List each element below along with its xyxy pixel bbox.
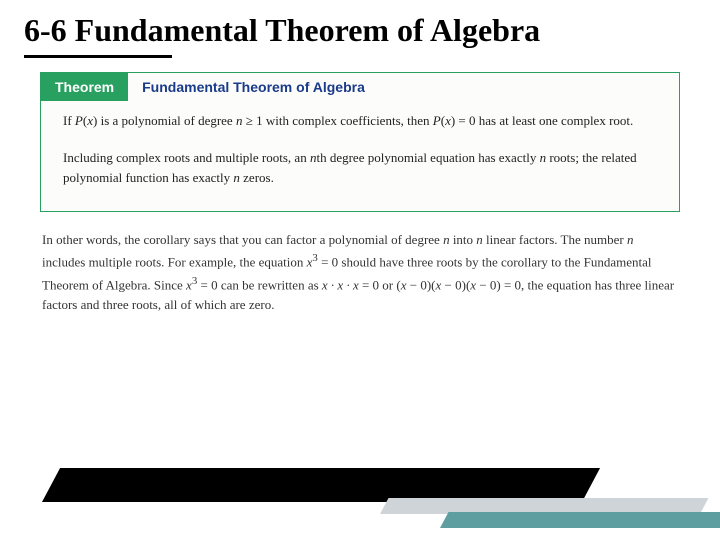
explanation-paragraph: In other words, the corollary says that … <box>42 230 678 315</box>
theorem-badge: Theorem <box>41 73 128 101</box>
theorem-statement-1: If P(x) is a polynomial of degree n ≥ 1 … <box>63 111 657 131</box>
theorem-heading: Fundamental Theorem of Algebra <box>128 73 379 101</box>
theorem-statement-2: Including complex roots and multiple roo… <box>63 148 657 187</box>
page-title: 6-6 Fundamental Theorem of Algebra <box>0 0 720 53</box>
decor-wedge-dark <box>42 468 600 502</box>
theorem-body: If P(x) is a polynomial of degree n ≥ 1 … <box>41 101 679 212</box>
decor-wedge-teal <box>440 512 720 528</box>
theorem-header: Theorem Fundamental Theorem of Algebra <box>41 73 679 101</box>
theorem-box: Theorem Fundamental Theorem of Algebra I… <box>40 72 680 213</box>
title-underline <box>24 55 172 58</box>
